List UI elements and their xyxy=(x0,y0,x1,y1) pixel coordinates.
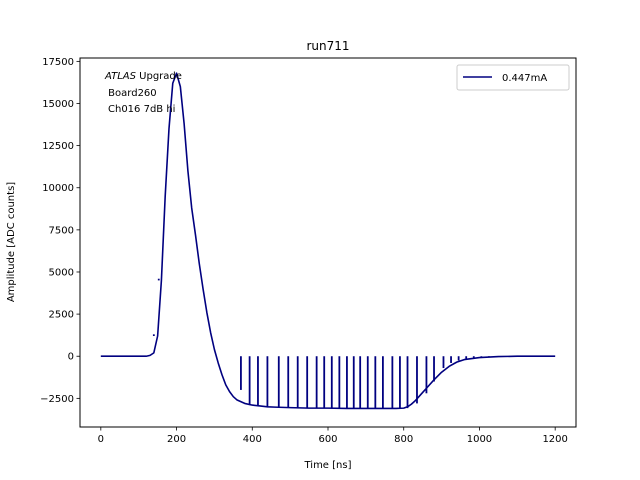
legend: 0.447mA xyxy=(456,64,570,91)
annotation-atlas: ATLAS xyxy=(104,71,137,82)
annotation-upgrade: Upgrade xyxy=(136,71,182,82)
atlas-annotation: ATLAS Upgrade Board260 Ch016 7dB hi xyxy=(104,71,182,115)
y-tick-label: 0 xyxy=(68,352,74,363)
y-tick-label: 15000 xyxy=(42,99,74,110)
x-tick-label: 1200 xyxy=(542,434,567,445)
legend-box xyxy=(456,64,570,91)
y-tick-label: −2500 xyxy=(40,394,74,405)
y-tick-label: 2500 xyxy=(49,310,74,321)
y-tick-label: 12500 xyxy=(42,141,74,152)
y-tick-label: 5000 xyxy=(49,267,74,278)
data-layer xyxy=(100,72,556,410)
x-tick-label: 600 xyxy=(318,434,337,445)
x-tick-label: 0 xyxy=(98,434,104,445)
x-tick-label: 800 xyxy=(394,434,413,445)
annotation-channel: Ch016 7dB hi xyxy=(108,104,175,115)
svg-text:ATLAS Upgrade: ATLAS Upgrade xyxy=(104,71,182,82)
x-tick-label: 400 xyxy=(243,434,262,445)
x-tick-label: 200 xyxy=(167,434,186,445)
ticks-layer: 0 200 400 600 800 1000 1200 −2500 0 2500 5000 7500 1… xyxy=(40,57,568,445)
annotation-board: Board260 xyxy=(105,88,157,99)
y-tick-label: 7500 xyxy=(49,225,74,236)
y-tick-label: 10000 xyxy=(42,183,74,194)
x-tick-label: 1000 xyxy=(467,434,492,445)
y-axis-label: Amplitude [ADC counts] xyxy=(6,182,17,302)
legend-label: 0.447mA xyxy=(502,73,547,84)
series-line-0 xyxy=(100,72,556,410)
chart-title: run711 xyxy=(306,39,349,53)
y-tick-label: 17500 xyxy=(42,57,74,68)
x-axis-label: Time [ns] xyxy=(303,460,351,471)
